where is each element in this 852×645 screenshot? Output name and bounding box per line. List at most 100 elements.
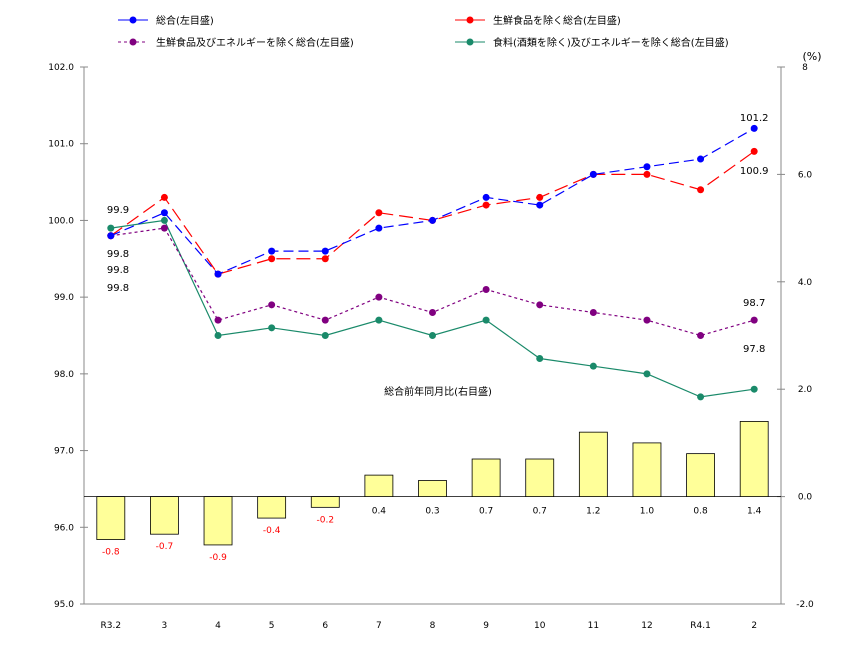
data-point (214, 316, 222, 324)
right-tick-label: 8 (802, 63, 808, 73)
data-point (750, 147, 758, 155)
first-value-label: 99.8 (107, 283, 129, 294)
data-point (268, 255, 276, 263)
last-value-label: 100.9 (740, 166, 769, 177)
data-point (536, 355, 544, 363)
data-point (482, 193, 490, 201)
data-point (536, 193, 544, 201)
data-point (321, 255, 329, 263)
right-tick-label: 4.0 (798, 278, 813, 288)
data-point (536, 301, 544, 309)
data-point (589, 362, 597, 370)
data-point (589, 308, 597, 316)
left-tick-label: 96.0 (54, 523, 74, 533)
data-point (321, 247, 329, 255)
data-point (482, 201, 490, 209)
bar-label: 0.8 (693, 507, 708, 517)
data-point (375, 316, 383, 324)
bar-label: -0.8 (102, 548, 120, 558)
bar (418, 480, 447, 497)
data-point (429, 216, 436, 224)
last-value-label: 98.7 (743, 298, 765, 309)
bar (96, 496, 126, 540)
data-point (160, 193, 168, 201)
data-point (321, 316, 329, 324)
data-point (321, 332, 329, 339)
right-axis-unit: (%) (802, 50, 821, 63)
bar-label: 0.3 (425, 507, 439, 517)
right-tick-label: 2.0 (798, 385, 813, 395)
data-point (268, 247, 276, 255)
series-line (110, 150, 755, 275)
data-point (214, 270, 222, 278)
first-value-label: 99.8 (107, 265, 129, 276)
bar (739, 421, 769, 498)
data-point (643, 170, 651, 178)
data-point (589, 170, 597, 178)
last-value-label: 97.8 (743, 344, 765, 355)
x-tick-label: 11 (588, 621, 599, 631)
series-line (110, 127, 755, 275)
bar (525, 458, 555, 498)
legend-label: 総合(左目盛) (156, 14, 214, 27)
x-tick-label: 3 (162, 621, 168, 631)
right-tick-label: 6.0 (798, 170, 813, 180)
bar-label: 0.7 (533, 507, 547, 517)
data-point (160, 216, 168, 224)
bar-label: 1.0 (640, 507, 655, 517)
right-tick-label: 0.0 (798, 493, 813, 503)
legend-marker (129, 16, 137, 24)
legend-label: 生鮮食品を除く総合(左目盛) (493, 14, 621, 27)
data-point (697, 186, 705, 194)
bar-label: -0.7 (156, 542, 174, 552)
bar-label: 1.2 (586, 507, 600, 517)
right-tick-label: -2.0 (796, 600, 814, 610)
data-point (697, 393, 705, 401)
x-tick-label: 2 (751, 621, 757, 631)
x-tick-label: R4.1 (690, 621, 711, 631)
data-point (429, 308, 436, 316)
x-tick-label: 12 (641, 621, 652, 631)
series-line (110, 219, 755, 398)
data-point (160, 209, 168, 217)
bar-label: -0.2 (316, 515, 334, 525)
data-point (160, 224, 168, 232)
data-point (107, 224, 115, 232)
data-point (375, 224, 383, 232)
bar (150, 496, 179, 535)
series-line (110, 227, 755, 337)
x-tick-label: 4 (215, 621, 221, 631)
first-value-label: 99.9 (107, 205, 129, 216)
legend-marker (466, 38, 474, 46)
last-value-label: 101.2 (740, 113, 769, 124)
left-tick-label: 98.0 (54, 370, 74, 380)
data-point (536, 201, 544, 209)
bar (686, 453, 715, 498)
bar (632, 442, 662, 497)
bar (578, 431, 608, 498)
x-tick-label: 7 (376, 621, 382, 631)
left-tick-label: 102.0 (48, 63, 74, 73)
data-point (643, 316, 651, 324)
data-point (697, 155, 705, 163)
data-point (429, 332, 436, 339)
legend-marker (466, 16, 474, 24)
legend-marker (129, 38, 137, 46)
data-point (107, 232, 115, 240)
data-point (750, 385, 758, 393)
x-tick-label: 5 (269, 621, 275, 631)
bar (257, 496, 287, 519)
data-point (482, 285, 490, 293)
data-point (697, 332, 705, 339)
data-point (375, 293, 383, 301)
bar (364, 474, 394, 497)
x-tick-label: 10 (534, 621, 546, 631)
first-value-label: 99.8 (107, 249, 129, 260)
x-tick-label: 8 (430, 621, 436, 631)
data-point (268, 301, 276, 309)
data-point (375, 209, 383, 217)
data-point (643, 370, 651, 378)
data-point (643, 163, 651, 171)
